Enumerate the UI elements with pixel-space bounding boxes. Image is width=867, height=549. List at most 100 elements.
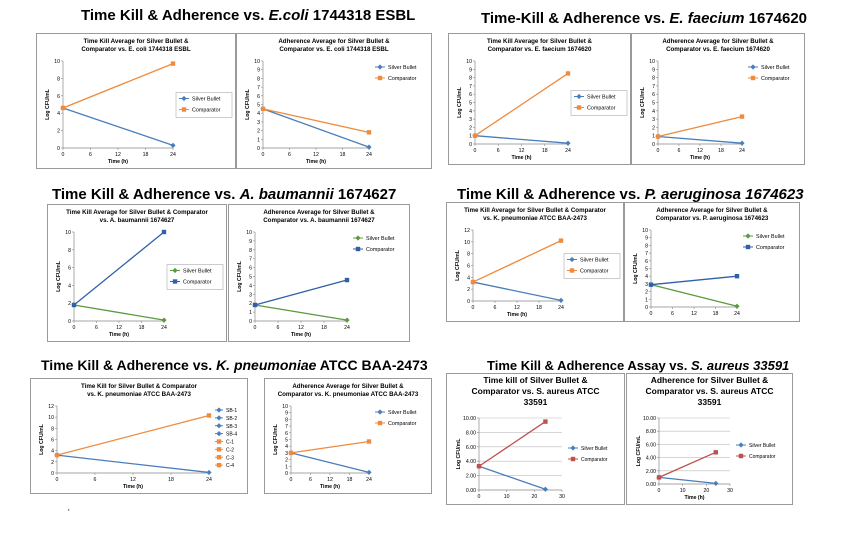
y-tick-label: 7	[469, 84, 472, 90]
chart-title-line: vs. K. pneumoniae ATCC BAA-2473	[87, 391, 191, 398]
y-tick-label: 1	[645, 297, 648, 303]
series-line	[290, 452, 370, 473]
y-tick-label: 2	[68, 301, 71, 307]
data-point	[470, 279, 476, 285]
x-tick-label: 6	[94, 477, 97, 483]
y-tick-label: 2	[249, 301, 252, 307]
y-tick-label: 0.00	[466, 488, 476, 494]
data-point	[366, 439, 372, 444]
chart-svg: Adherence Average for Silver Bullet &Com…	[245, 38, 417, 165]
y-tick-label: 4	[68, 283, 71, 289]
chart-title-line: Time Kill Average for Silver Bullet &	[84, 38, 190, 45]
y-tick-label: 10	[466, 59, 472, 65]
x-tick-label: 6	[497, 148, 500, 154]
chart-title-line: Adherence Average for Silver Bullet &	[662, 38, 774, 45]
y-tick-label: 4	[652, 109, 655, 115]
chart-title-line: 33591	[524, 397, 548, 407]
chart-title-line: Adherence Average for Silver Bullet &	[292, 383, 404, 390]
legend-label: Comparator	[749, 454, 776, 460]
data-point	[344, 277, 350, 283]
legend-marker	[377, 409, 383, 415]
panel-title-aeruginosa: Time Kill & Adherence vs. P. aeruginosa …	[457, 186, 804, 203]
legend-marker	[216, 455, 222, 460]
y-tick-label: 2	[652, 125, 655, 131]
series-line	[262, 108, 370, 148]
y-tick-label: 0	[68, 319, 71, 325]
y-tick-label: 2	[645, 290, 648, 296]
legend-label: Silver Bullet	[192, 97, 221, 103]
chart-box-pneumoniae-adherence: Adherence Average for Silver Bullet & Com…	[264, 378, 432, 494]
x-axis-label: Time (h)	[684, 495, 704, 501]
y-tick-label: 5	[469, 101, 472, 107]
chart-title-line: Comparator vs. K. pneumoniae ATCC BAA-24…	[278, 391, 419, 398]
y-tick-label: 8	[467, 252, 470, 258]
chart-title-line: Comparator vs. S. aureus ATCC	[645, 386, 773, 396]
x-tick-label: 6	[671, 311, 674, 317]
x-tick-label: 0	[657, 148, 660, 154]
chart-svg: Time Kill for Silver Bullet & Comparator…	[39, 383, 237, 490]
x-axis-label: Time (h)	[306, 159, 326, 165]
chart-title-line: Comparator vs. P. aeruginosa 1674623	[656, 215, 769, 222]
y-tick-label: 0	[51, 471, 54, 477]
data-point	[558, 238, 564, 243]
y-tick-label: 7	[249, 257, 252, 263]
legend-marker	[216, 462, 222, 468]
y-tick-label: 1	[249, 310, 252, 316]
x-tick-label: 18	[168, 477, 174, 483]
y-tick-label: 2	[285, 458, 288, 464]
chart-title-line: Time kill of Silver Bullet &	[483, 375, 587, 385]
y-tick-label: 0	[257, 146, 260, 152]
legend-label: C-3	[226, 455, 234, 461]
y-tick-label: 1	[469, 134, 472, 140]
x-tick-label: 20	[531, 494, 537, 500]
y-tick-label: 2	[57, 129, 60, 135]
x-tick-label: 0	[254, 325, 257, 331]
series-line	[474, 72, 569, 137]
x-tick-label: 6	[89, 152, 92, 158]
chart-title-line: Comparator vs. E. faecium 1674620	[488, 46, 592, 53]
series-line	[658, 476, 716, 484]
y-tick-label: 6	[285, 431, 288, 437]
y-tick-label: 4	[645, 274, 648, 280]
series-line	[56, 414, 210, 456]
y-tick-label: 10	[254, 59, 260, 65]
y-axis-label: Log CFU/mL	[640, 86, 646, 118]
chart-title-line: 33591	[698, 397, 722, 407]
legend-marker	[738, 453, 744, 459]
series-line	[73, 304, 165, 321]
data-point	[713, 450, 718, 455]
x-tick-label: 18	[143, 152, 149, 158]
y-tick-label: 0	[652, 142, 655, 148]
panel-title-faecium: Time-Kill & Adherence vs. E. faecium 167…	[481, 10, 808, 27]
y-tick-label: 10	[54, 59, 60, 65]
y-tick-label: 7	[645, 251, 648, 257]
legend-box	[175, 92, 233, 118]
y-tick-label: 10	[642, 228, 648, 234]
x-tick-label: 24	[161, 325, 167, 331]
x-tick-label: 0	[658, 488, 661, 494]
y-tick-label: 3	[249, 292, 252, 298]
x-tick-label: 12	[327, 477, 333, 483]
y-tick-label: 2	[469, 125, 472, 131]
y-tick-label: 8	[68, 248, 71, 254]
legend-label: Comparator	[388, 76, 417, 82]
chart-title-line: Comparator vs. A. baumannii 1674627	[263, 217, 375, 224]
y-tick-label: 8	[469, 76, 472, 82]
data-point	[252, 302, 258, 308]
series-line	[62, 63, 174, 109]
x-tick-label: 18	[321, 325, 327, 331]
chart-title-line: Adherence Average for Silver Bullet &	[656, 207, 768, 214]
series-line	[657, 115, 743, 138]
data-point	[206, 469, 212, 476]
chart-box-aureus-adherence: Adherence for Silver Bullet & Comparator …	[626, 373, 793, 505]
legend-label: Comparator	[756, 245, 785, 251]
series-line	[56, 454, 210, 474]
y-tick-label: 10	[48, 415, 54, 421]
legend-marker	[181, 107, 187, 112]
y-tick-label: 7	[652, 84, 655, 90]
x-tick-label: 12	[115, 152, 121, 158]
y-tick-label: 1	[257, 137, 260, 143]
series-line	[262, 108, 370, 133]
y-tick-label: 6.00	[646, 442, 656, 448]
legend-label: Silver Bullet	[388, 410, 417, 416]
